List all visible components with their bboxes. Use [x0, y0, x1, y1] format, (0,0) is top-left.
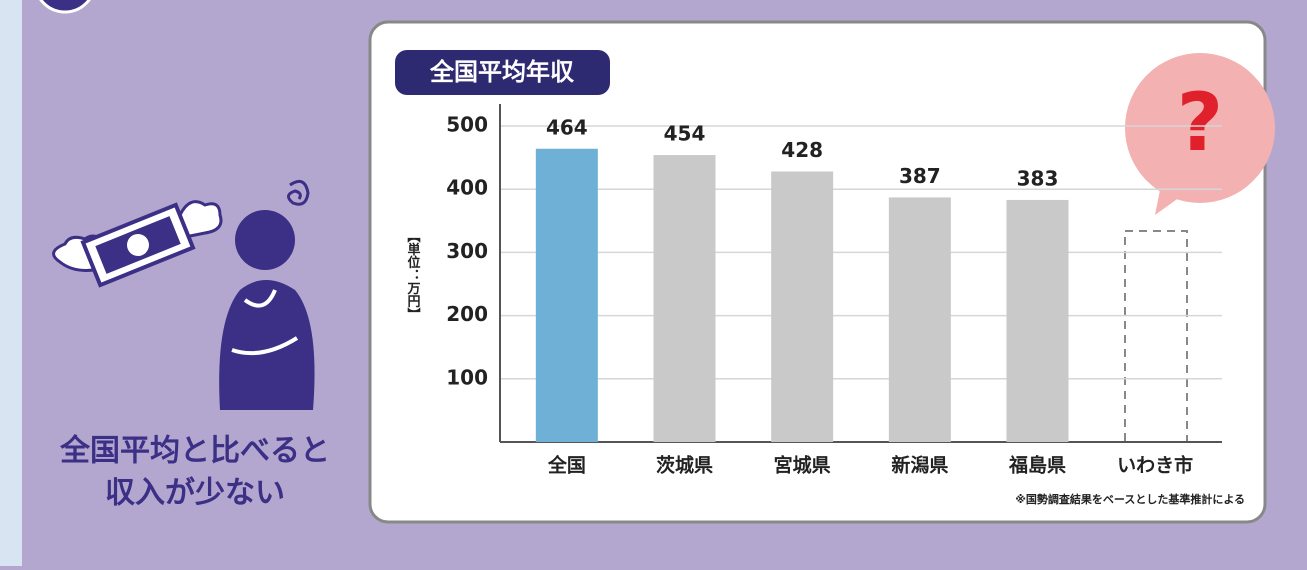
left-edge [0, 0, 22, 566]
y-tick-label: 300 [446, 239, 488, 263]
y-tick-label: 400 [446, 176, 488, 200]
footnote: ※国勢調査結果をベースとした基準推計による [1015, 492, 1245, 506]
plot: 100 200 300 400 500 全国 464 茨城県 454 宮城県 428 新潟県 387 福島… [446, 104, 1222, 477]
corner-badge [39, 0, 91, 14]
x-tick-label: 全国 [547, 454, 586, 477]
side-text: 全国平均と比べると [59, 434, 330, 469]
value-label: 383 [1017, 166, 1059, 190]
value-label: 464 [546, 115, 588, 139]
x-tick-label: 宮城県 [774, 454, 831, 477]
question-bubble [1125, 53, 1275, 203]
side-text: 収入が少ない [105, 476, 285, 511]
value-label: 428 [781, 138, 823, 162]
bar [653, 155, 716, 442]
y-tick-label: 500 [446, 113, 488, 137]
x-tick-label: 福島県 [1008, 454, 1066, 477]
title-badge [395, 50, 610, 95]
x-tick-label: 茨城県 [656, 454, 713, 477]
bar [888, 197, 951, 442]
illustration [52, 179, 315, 410]
bar [771, 171, 834, 442]
y-tick-label: 200 [446, 302, 488, 326]
y-tick-label: 100 [446, 365, 488, 389]
question-mark: ? [1177, 76, 1223, 169]
y-axis-label: 【単位：万円】 [405, 230, 422, 321]
chart-title: 全国平均年収 [429, 58, 575, 86]
bar [1006, 199, 1069, 442]
unknown-bar-placeholder [1124, 230, 1188, 443]
x-tick-label: 新潟県 [891, 454, 948, 477]
value-label: 454 [664, 122, 706, 146]
bubble-tail [1155, 190, 1180, 215]
x-tick-label: いわき市 [1117, 454, 1193, 477]
value-label: 387 [899, 164, 941, 188]
bar [535, 148, 598, 442]
